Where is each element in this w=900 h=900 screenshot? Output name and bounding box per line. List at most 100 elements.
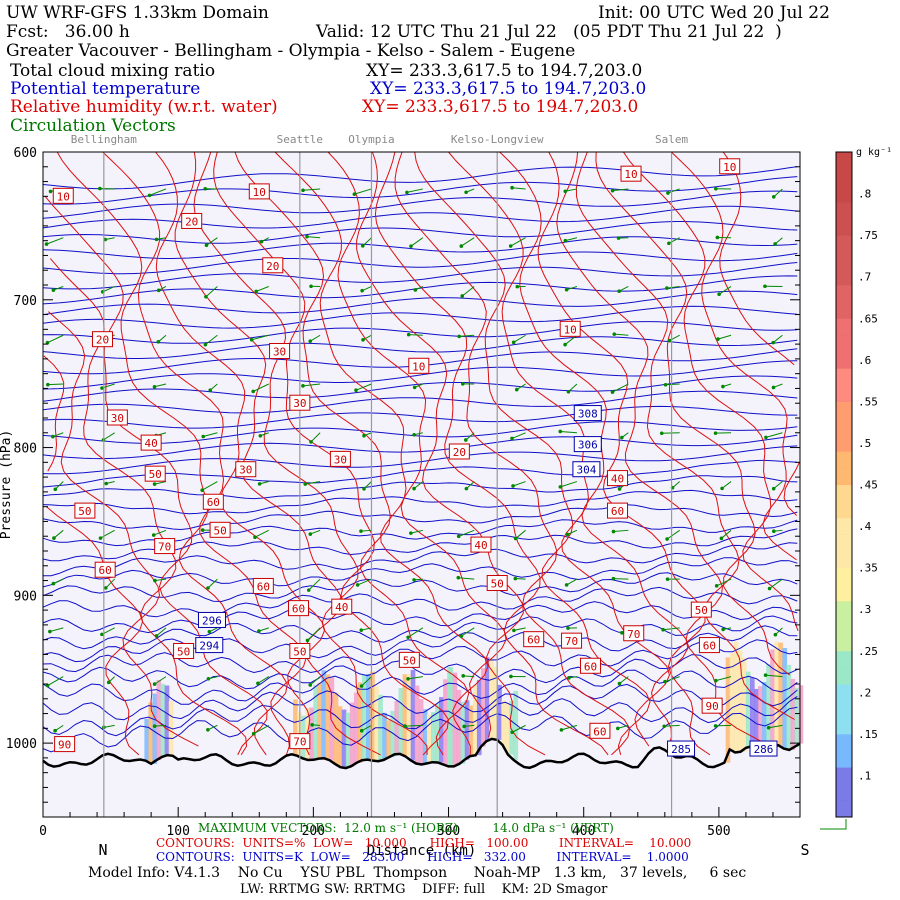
wind-vector-head [406, 677, 410, 681]
rh-label: 40 [611, 473, 624, 486]
colorbar-band [836, 301, 852, 319]
colorbar-band [836, 717, 852, 735]
rh-label: 20 [185, 215, 198, 228]
wind-vector [154, 481, 167, 485]
wind-vector-head [508, 244, 513, 248]
rh-contour-line [595, 151, 791, 676]
wind-vector [511, 432, 526, 439]
cloud-fill-cell [410, 669, 416, 761]
rh-label-box [579, 657, 601, 674]
colorbar-unit: g kg⁻¹ [856, 147, 892, 158]
theta-label: 296 [202, 614, 222, 627]
rh-contour-line [622, 151, 799, 631]
wind-vector-head [152, 724, 157, 728]
colorbar-label: .75 [858, 229, 878, 242]
cloud-fill-cell [390, 710, 396, 758]
wind-vector [512, 481, 526, 487]
rh-label-box [329, 450, 351, 467]
colorbar-band [836, 567, 852, 585]
wind-vector [255, 286, 269, 292]
cloud-fill-cell [337, 706, 343, 768]
theta-label: 286 [754, 743, 774, 756]
wind-vector-head [254, 289, 258, 294]
wind-vector [614, 333, 629, 336]
rh-contour-line [213, 151, 449, 756]
wind-vector-head [256, 681, 260, 686]
wind-vector-head [509, 674, 513, 679]
rh-label-box [523, 631, 545, 648]
wind-vector [617, 724, 629, 729]
wind-vector-head [610, 390, 615, 394]
wind-vector-head [460, 382, 465, 386]
wind-vector-head [53, 487, 58, 492]
wind-vector-head [771, 340, 775, 345]
cloud-fill-cell [293, 699, 298, 755]
wind-vector-head [617, 289, 621, 293]
wind-vector [408, 334, 423, 336]
cloud-fill-cell [786, 664, 792, 750]
wind-vector-head [558, 429, 563, 434]
wind-vector-head [566, 389, 571, 394]
cloud-fill-cell [152, 693, 158, 764]
wind-vector-head [206, 728, 210, 732]
wind-vector [47, 676, 64, 686]
wind-vector-head [406, 332, 411, 337]
wind-vector-head [460, 294, 465, 298]
colorbar-label: .1 [858, 769, 871, 782]
wind-vector [305, 481, 321, 485]
rh-contour-line [575, 151, 795, 720]
theta-label-box [572, 461, 601, 478]
wind-vector-head [665, 286, 669, 290]
wind-vector-head [612, 332, 617, 336]
wind-vector [773, 481, 783, 490]
wind-vector-head [515, 284, 520, 289]
wind-vector-head [721, 384, 725, 389]
wind-vector-head [53, 728, 57, 733]
wind-vector [105, 578, 115, 589]
wind-vector-head [204, 294, 208, 299]
cloud-fill-cell [394, 700, 400, 755]
wind-vector [357, 578, 372, 586]
wind-vector [565, 237, 578, 242]
colorbar-label: .25 [858, 645, 878, 658]
wind-vector [203, 432, 218, 437]
rh-label: 50 [491, 578, 504, 591]
wind-vector-head [403, 724, 407, 728]
wind-vector [668, 237, 680, 244]
wind-vector [613, 529, 629, 533]
rh-label-box [620, 165, 642, 182]
wind-vector-head [412, 385, 417, 390]
cloud-fill-cell [317, 682, 323, 759]
wind-vector [461, 286, 475, 297]
wind-vector [664, 676, 680, 683]
cloud-fill-cell [406, 673, 412, 757]
wind-vector [309, 334, 321, 342]
wind-vector-head [303, 482, 308, 486]
colorbar-band [836, 517, 852, 535]
wind-vector [560, 481, 578, 488]
wind-vector [718, 286, 732, 295]
y-tick-label: 900 [14, 589, 37, 604]
wind-vector [201, 481, 218, 491]
rh-label-box [140, 434, 162, 451]
wind-vector [100, 529, 115, 539]
colorbar-band [836, 384, 852, 402]
wind-vector-head [152, 682, 157, 686]
colorbar-label: .65 [858, 312, 878, 325]
wind-vector-head [98, 186, 102, 191]
wind-vector-head [359, 684, 364, 688]
colorbar-band [836, 534, 852, 552]
wind-vector [53, 578, 64, 585]
rh-label: 30 [111, 412, 124, 425]
wind-vector-head [563, 342, 567, 347]
wind-vector [458, 529, 475, 537]
wind-vector [154, 724, 167, 727]
wind-vector-head [153, 578, 157, 583]
wind-vector [154, 676, 167, 685]
cloud-fill-cell [489, 658, 494, 739]
rh-contour-line [48, 311, 199, 747]
wind-vector [253, 724, 269, 735]
theta-label: 285 [671, 743, 691, 756]
wind-vector-head [406, 635, 410, 640]
rh-label-box [74, 502, 96, 519]
